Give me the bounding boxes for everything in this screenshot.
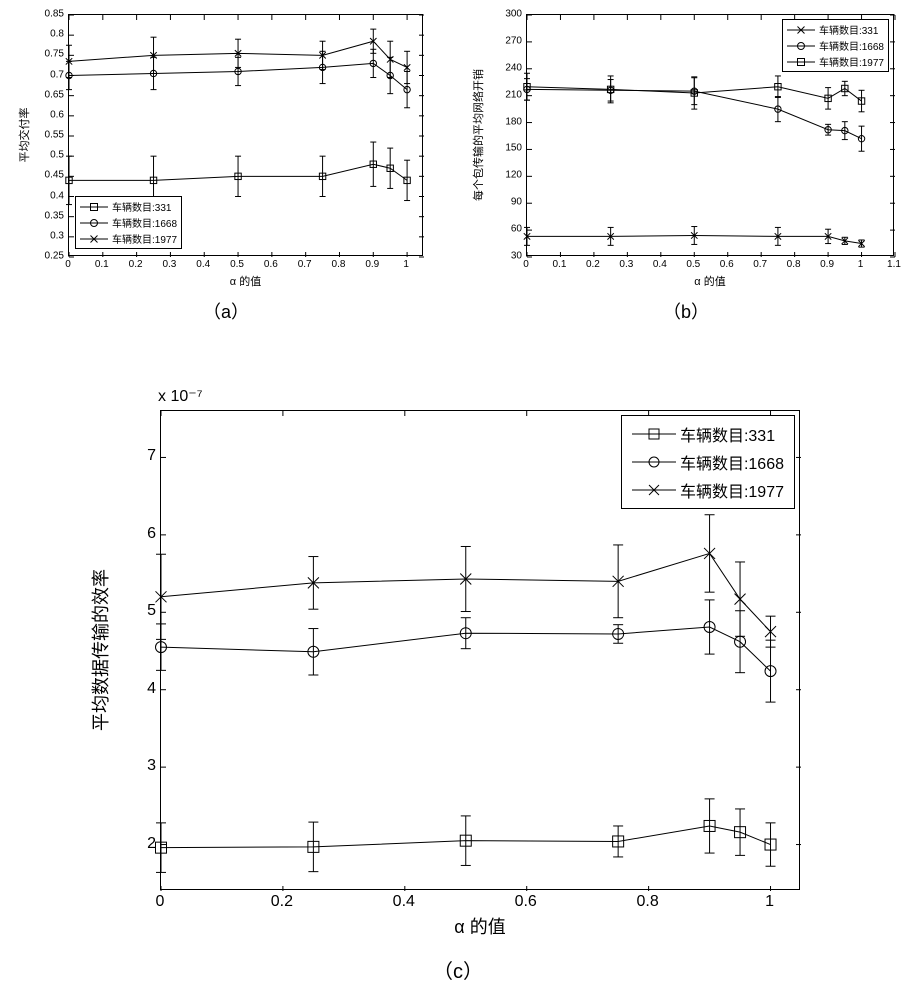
chart-a-xtick: 0.3	[162, 259, 176, 270]
chart-a-xtick: 0.4	[196, 259, 210, 270]
chart-a-xtick: 0.1	[95, 259, 109, 270]
chart-b-xtick: 0	[523, 259, 529, 270]
chart-c-exponent: x 10⁻⁷	[158, 386, 202, 406]
chart-a-ytick: 0.3	[50, 230, 64, 241]
chart-a-ytick: 0.75	[45, 49, 64, 60]
chart-a-ytick: 0.45	[45, 170, 64, 181]
chart-b-xtick: 0.9	[820, 259, 834, 270]
chart-c-legend-item: 车辆数目:331	[632, 422, 784, 446]
chart-a-sublabel: （a）	[203, 298, 249, 324]
chart-c-xtick: 1	[765, 893, 774, 911]
chart-b-xtick: 1	[858, 259, 864, 270]
chart-c-ytick: 4	[147, 680, 156, 698]
chart-c-xtick: 0.4	[393, 893, 415, 911]
chart-a-ytick: 0.25	[45, 251, 64, 262]
chart-c-axes: 车辆数目:331 车辆数目:1668 车辆数目:1977	[160, 410, 800, 890]
chart-c-panel: 车辆数目:331 车辆数目:1668 车辆数目:1977 （c） 0 0.2 0.4 0.…	[70, 370, 846, 990]
chart-c-xlabel: α 的值	[454, 913, 505, 939]
chart-b-legend-item: 车辆数目:1977	[787, 54, 884, 69]
chart-a-legend-item: 车辆数目:331	[80, 199, 177, 214]
chart-a-ytick: 0.55	[45, 130, 64, 141]
chart-c-xtick: 0.6	[515, 893, 537, 911]
chart-b-legend-item: 车辆数目:1668	[787, 38, 884, 53]
chart-b-ytick: 60	[511, 224, 522, 235]
chart-a-legend-label: 车辆数目:331	[112, 199, 171, 214]
page: 车辆数目:331车辆数目:1668车辆数目:1977 （a） 00.10.20.…	[0, 0, 916, 1000]
chart-b-legend-label: 车辆数目:1977	[819, 54, 884, 69]
chart-a-ytick: 0.85	[45, 9, 64, 20]
chart-a-xtick: 0.8	[332, 259, 346, 270]
chart-b-ylabel: 每个包传输的平均网络开销	[470, 69, 486, 201]
chart-c-ytick: 5	[147, 602, 156, 620]
chart-b-xtick: 0.5	[686, 259, 700, 270]
chart-c-ylabel: 平均数据传输的效率	[87, 569, 113, 731]
chart-a-legend: 车辆数目:331车辆数目:1668车辆数目:1977	[75, 196, 182, 249]
chart-c-sublabel: （c）	[433, 955, 483, 984]
chart-b-panel: 车辆数目:331车辆数目:1668车辆数目:1977 （b） 0 0.1 0.2 0.…	[460, 0, 912, 330]
chart-a-xtick: 0.7	[298, 259, 312, 270]
chart-b-ytick: 120	[505, 170, 522, 181]
chart-c-xtick: 0	[156, 893, 165, 911]
chart-c-ytick: 7	[147, 447, 156, 465]
chart-b-ytick: 300	[505, 9, 522, 20]
chart-b-xtick: 0.6	[720, 259, 734, 270]
chart-b-ytick: 210	[505, 89, 522, 100]
chart-b-xtick: 0.7	[753, 259, 767, 270]
chart-b-ytick: 150	[505, 143, 522, 154]
chart-a-ytick: 0.6	[50, 109, 64, 120]
chart-c-legend-label: 车辆数目:1977	[680, 478, 784, 502]
chart-b-ytick: 30	[511, 251, 522, 262]
chart-b-legend: 车辆数目:331车辆数目:1668车辆数目:1977	[782, 19, 889, 72]
chart-c-ytick: 6	[147, 525, 156, 543]
chart-b-ytick: 90	[511, 197, 522, 208]
chart-b-legend-label: 车辆数目:1668	[819, 38, 884, 53]
chart-a-legend-item: 车辆数目:1668	[80, 215, 177, 230]
chart-a-xtick: 0	[65, 259, 71, 270]
chart-c-ytick: 3	[147, 757, 156, 775]
chart-c-legend-item: 车辆数目:1977	[632, 478, 784, 502]
chart-b-xtick: 0.8	[787, 259, 801, 270]
chart-a-axes: 车辆数目:331车辆数目:1668车辆数目:1977	[68, 14, 423, 256]
chart-a-ytick: 0.8	[50, 29, 64, 40]
chart-a-ylabel: 平均交付率	[16, 108, 32, 163]
chart-a-xtick: 0.6	[264, 259, 278, 270]
chart-c-legend-label: 车辆数目:1668	[680, 450, 784, 474]
chart-a-xtick: 1	[403, 259, 409, 270]
chart-b-xtick: 0.2	[586, 259, 600, 270]
chart-a-xtick: 0.9	[365, 259, 379, 270]
chart-c-xtick: 0.2	[271, 893, 293, 911]
chart-a-ytick: 0.35	[45, 210, 64, 221]
chart-a-xlabel: α 的值	[230, 273, 261, 289]
chart-a-ytick: 0.65	[45, 89, 64, 100]
chart-b-ytick: 270	[505, 35, 522, 46]
chart-c-legend-label: 车辆数目:331	[680, 422, 775, 446]
chart-c-ytick: 2	[147, 835, 156, 853]
chart-b-xtick: 0.1	[553, 259, 567, 270]
chart-c-xtick: 0.8	[636, 893, 658, 911]
chart-a-xtick: 0.5	[230, 259, 244, 270]
chart-b-xlabel: α 的值	[694, 273, 725, 289]
chart-a-ytick: 0.5	[50, 150, 64, 161]
chart-b-ytick: 240	[505, 62, 522, 73]
chart-a-legend-label: 车辆数目:1668	[112, 215, 177, 230]
chart-b-xtick: 0.4	[653, 259, 667, 270]
chart-a-panel: 车辆数目:331车辆数目:1668车辆数目:1977 （a） 0 0.1 0.2 0.…	[6, 0, 446, 330]
chart-c-legend-item: 车辆数目:1668	[632, 450, 784, 474]
chart-a-xtick: 0.2	[129, 259, 143, 270]
chart-b-axes: 车辆数目:331车辆数目:1668车辆数目:1977	[526, 14, 894, 256]
chart-b-legend-label: 车辆数目:331	[819, 22, 878, 37]
chart-c-legend: 车辆数目:331 车辆数目:1668 车辆数目:1977	[621, 415, 795, 509]
chart-a-ytick: 0.7	[50, 69, 64, 80]
chart-b-sublabel: （b）	[663, 298, 709, 324]
chart-b-legend-item: 车辆数目:331	[787, 22, 884, 37]
chart-a-legend-label: 车辆数目:1977	[112, 231, 177, 246]
chart-a-ytick: 0.4	[50, 190, 64, 201]
chart-b-ytick: 180	[505, 116, 522, 127]
chart-b-xtick: 0.3	[619, 259, 633, 270]
chart-a-legend-item: 车辆数目:1977	[80, 231, 177, 246]
chart-b-xtick: 1.1	[887, 259, 901, 270]
